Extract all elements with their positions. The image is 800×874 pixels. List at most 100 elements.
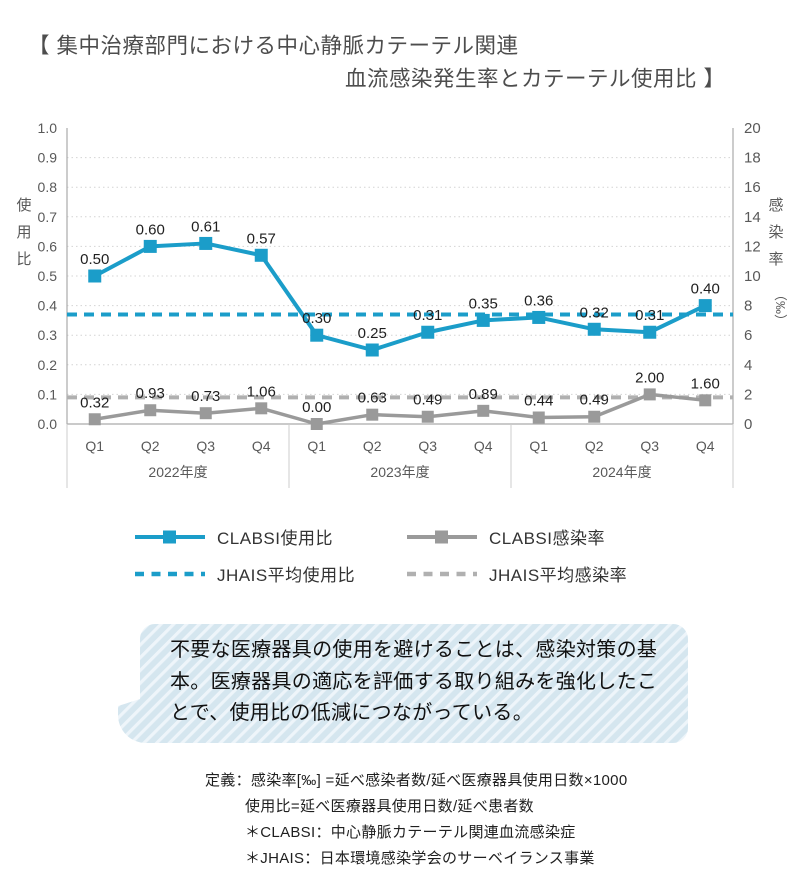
- svg-text:用: 用: [16, 224, 31, 241]
- svg-text:0.57: 0.57: [247, 230, 276, 247]
- svg-text:6: 6: [744, 327, 752, 344]
- data-point-marker: [532, 411, 545, 424]
- data-point-marker: [477, 404, 490, 417]
- data-point-marker: [255, 402, 268, 415]
- svg-text:0.5: 0.5: [38, 268, 58, 284]
- svg-text:Q2: Q2: [585, 438, 604, 454]
- svg-text:0.40: 0.40: [691, 281, 720, 298]
- svg-text:2024年度: 2024年度: [592, 464, 651, 480]
- svg-text:14: 14: [744, 209, 761, 226]
- svg-text:0.49: 0.49: [413, 392, 442, 409]
- data-point-marker: [310, 418, 323, 430]
- svg-text:0.32: 0.32: [580, 304, 609, 321]
- legend-swatch-blue-dashed: [135, 571, 205, 576]
- svg-text:0.7: 0.7: [38, 209, 58, 225]
- svg-text:2: 2: [744, 386, 752, 403]
- footnote-line: 使用比=延べ医療器具使用日数/延べ患者数: [245, 798, 534, 815]
- right-axis-ticks: 0 2 4 6 8 10 12 14 16 18 20: [744, 120, 761, 433]
- svg-text:1.0: 1.0: [38, 120, 58, 136]
- svg-text:比: 比: [16, 251, 31, 268]
- callout-text: 不要な医療器具の使用を避けることは、感染対策の基本。医療器具の適応を評価する取り…: [170, 639, 658, 724]
- svg-text:0.61: 0.61: [191, 218, 220, 235]
- footnote-line: ＊JHAIS：日本環境感染学会のサーベイランス事業: [245, 850, 595, 867]
- svg-text:16: 16: [744, 179, 761, 196]
- svg-text:2023年度: 2023年度: [370, 464, 429, 480]
- svg-text:2022年度: 2022年度: [148, 464, 207, 480]
- svg-text:0.73: 0.73: [191, 388, 220, 405]
- series-clabsi-infection-rate: [88, 388, 712, 430]
- svg-text:0.3: 0.3: [38, 327, 58, 343]
- data-point-marker: [199, 236, 213, 250]
- svg-text:Q2: Q2: [363, 438, 382, 454]
- svg-text:Q1: Q1: [529, 438, 548, 454]
- callout-bubble: 不要な医療器具の使用を避けることは、感染対策の基本。医療器具の適応を評価する取り…: [110, 622, 700, 754]
- data-point-marker: [532, 310, 546, 324]
- series-clabsi-usage-ratio: [88, 236, 712, 357]
- data-labels-infection: 0.32 0.93 0.73 1.06 0.00 0.63 0.49 0.89 0.44 0.49…: [80, 369, 720, 416]
- data-point-marker: [310, 328, 324, 342]
- data-point-marker: [254, 248, 268, 262]
- page-title-line2: 血流感染発生率とカテーテル使用比 】: [345, 67, 726, 91]
- footnote-line: ＊CLABSI：中心静脈カテーテル関連血流感染症: [245, 824, 576, 841]
- data-point-marker: [366, 408, 379, 421]
- left-axis-ticks: 0.0 0.1 0.2 0.3 0.4 0.5 0.6 0.7 0.8 0.9 1.0: [38, 120, 58, 432]
- data-point-marker: [698, 299, 712, 313]
- jhais-reference-lines: [67, 312, 733, 400]
- speech-bubble: [118, 624, 688, 743]
- svg-text:20: 20: [744, 120, 761, 137]
- legend-swatch-gray-dashed: [407, 571, 477, 576]
- legend-label: CLABSI感染率: [489, 529, 605, 548]
- legend-item-3: JHAIS平均感染率: [405, 561, 673, 586]
- svg-text:（‰）: （‰）: [773, 288, 788, 327]
- svg-text:0.63: 0.63: [358, 390, 387, 407]
- legend-swatch-blue-solid-square: [135, 530, 205, 543]
- data-point-marker: [88, 413, 101, 426]
- left-axis-title: 使用比: [16, 197, 31, 268]
- svg-text:0.4: 0.4: [38, 298, 58, 314]
- svg-text:0.36: 0.36: [524, 292, 553, 309]
- data-point-marker: [699, 394, 712, 407]
- svg-text:2.00: 2.00: [635, 369, 664, 386]
- svg-text:4: 4: [744, 357, 752, 374]
- svg-text:18: 18: [744, 150, 761, 167]
- right-axis-title: 感染率 （‰）: [768, 197, 788, 327]
- footnote-line: 定義：感染率[‰] =延べ感染者数/延べ医療器具使用日数×1000: [205, 772, 628, 789]
- svg-text:0.32: 0.32: [80, 394, 109, 411]
- data-point-marker: [143, 239, 157, 253]
- data-labels-usage: 0.50 0.60 0.61 0.57 0.30 0.25 0.31 0.35 0.36 0.32…: [80, 218, 720, 342]
- svg-text:1.60: 1.60: [691, 375, 720, 392]
- svg-text:0.89: 0.89: [469, 386, 498, 403]
- svg-text:Q3: Q3: [196, 438, 215, 454]
- legend-label: JHAIS平均感染率: [489, 566, 628, 585]
- svg-text:0.9: 0.9: [38, 150, 58, 166]
- svg-text:0.50: 0.50: [80, 251, 109, 268]
- category-separators: [66, 424, 734, 488]
- data-point-marker: [421, 325, 435, 339]
- data-point-marker: [476, 313, 490, 327]
- svg-text:0.6: 0.6: [38, 238, 58, 254]
- data-point-marker: [365, 343, 379, 357]
- data-point-marker: [587, 322, 601, 336]
- callout-bubble-shape: [118, 624, 688, 743]
- legend-item-2: JHAIS平均使用比: [133, 561, 405, 586]
- svg-text:0.44: 0.44: [524, 392, 553, 409]
- svg-text:Q4: Q4: [474, 438, 493, 454]
- legend-label: JHAIS平均使用比: [217, 566, 356, 585]
- svg-text:Q4: Q4: [696, 438, 715, 454]
- svg-text:使: 使: [16, 197, 31, 214]
- svg-text:感: 感: [768, 197, 783, 214]
- svg-text:0.30: 0.30: [302, 310, 331, 327]
- svg-text:染: 染: [768, 224, 783, 241]
- svg-text:8: 8: [744, 298, 752, 315]
- svg-text:0.00: 0.00: [302, 399, 331, 416]
- svg-text:0: 0: [744, 416, 752, 433]
- svg-text:0.35: 0.35: [469, 295, 498, 312]
- svg-text:0.31: 0.31: [635, 307, 664, 324]
- legend-item-1: CLABSI感染率: [405, 524, 673, 549]
- svg-text:Q1: Q1: [307, 438, 326, 454]
- x-axis-labels: Q1 Q2 Q3 Q4 Q1 Q2 Q3 Q4 Q1 Q2 Q3 Q4 2022年度 2023年度 2024…: [85, 438, 714, 480]
- svg-text:Q2: Q2: [141, 438, 160, 454]
- axes: [66, 128, 734, 425]
- svg-text:0.2: 0.2: [38, 357, 58, 373]
- data-point-marker: [421, 410, 434, 423]
